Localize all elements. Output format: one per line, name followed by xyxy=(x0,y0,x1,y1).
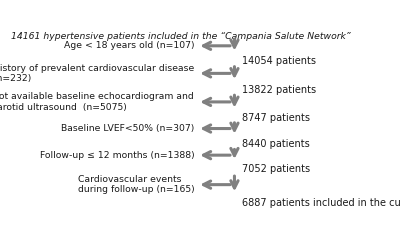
Text: 8747 patients: 8747 patients xyxy=(242,113,310,123)
Text: 6887 patients included in the current study: 6887 patients included in the current st… xyxy=(242,198,400,208)
Text: Baseline LVEF<50% (n=307): Baseline LVEF<50% (n=307) xyxy=(61,124,194,133)
Text: History of prevalent cardiovascular disease
(n=232): History of prevalent cardiovascular dise… xyxy=(0,64,194,83)
Text: 8440 patients: 8440 patients xyxy=(242,139,310,149)
Text: 13822 patients: 13822 patients xyxy=(242,84,316,95)
Text: Follow-up ≤ 12 months (n=1388): Follow-up ≤ 12 months (n=1388) xyxy=(40,151,194,160)
Text: Cardiovascular events
during follow-up (n=165): Cardiovascular events during follow-up (… xyxy=(78,175,194,194)
Text: 14054 patients: 14054 patients xyxy=(242,56,316,66)
Text: 7052 patients: 7052 patients xyxy=(242,165,310,174)
Text: Not available baseline echocardiogram and
carotid ultrasound  (n=5075): Not available baseline echocardiogram an… xyxy=(0,92,194,112)
Text: 14161 hypertensive patients included in the “Campania Salute Network”: 14161 hypertensive patients included in … xyxy=(11,33,351,41)
Text: Age < 18 years old (n=107): Age < 18 years old (n=107) xyxy=(64,41,194,50)
